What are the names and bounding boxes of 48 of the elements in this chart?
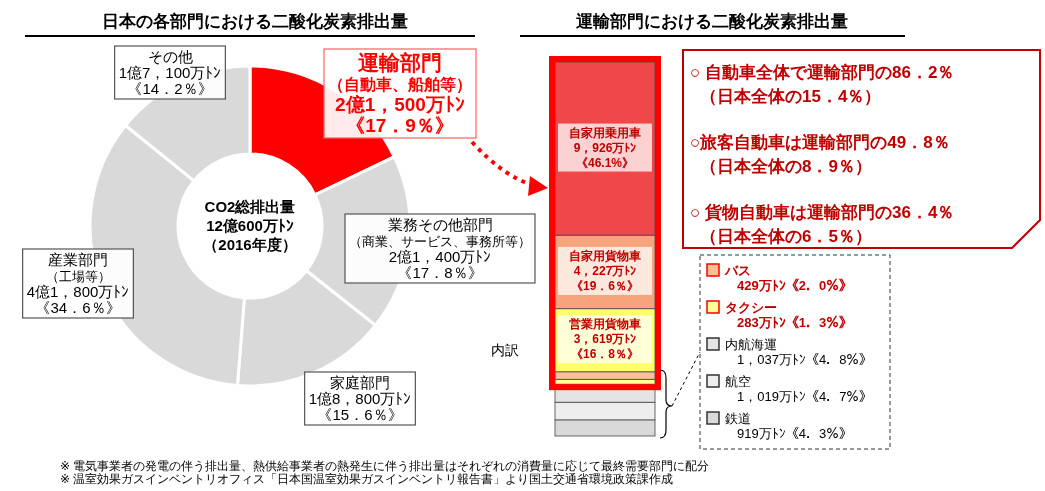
text: （日本全体の8．9％）: [700, 157, 872, 176]
legend-label: タクシー: [725, 300, 777, 315]
legend-label: 鉄道: [725, 411, 751, 426]
text: 1億8，800万ﾄﾝ: [308, 390, 412, 407]
data-label: 《15．6％》: [317, 406, 403, 423]
text: （日本全体の6．5％）: [700, 227, 872, 246]
text: 2億1，500万ﾄﾝ: [335, 94, 465, 115]
text: 運輸部門における二酸化炭素排出量: [575, 12, 848, 31]
text: 919万ﾄﾝ《4．3％》: [737, 426, 853, 441]
annotation: 4，227万ﾄﾝ: [573, 263, 637, 278]
legend-label: バス: [724, 263, 751, 278]
chart-title: 日本の各部門における二酸化炭素排出量: [102, 12, 408, 31]
text: 2億1，400万ﾄﾝ: [388, 248, 492, 265]
series-label: 営業用貨物車: [569, 317, 641, 332]
text: ○ 貨物自動車は運輸部門の36．4％: [690, 203, 955, 222]
data-label: 《46.1%》: [575, 155, 635, 170]
data-label: 《34．6％》: [35, 299, 121, 316]
text: 1，037万ﾄﾝ《4．8％》: [737, 352, 873, 367]
text: CO2総排出量: [204, 198, 296, 215]
text: （2016年度）: [203, 236, 297, 253]
y-axis-title: 内訳: [491, 342, 519, 358]
legend-label: 内航海運: [725, 337, 777, 352]
text: 1，019万ﾄﾝ《4．7％》: [737, 389, 873, 404]
text: （日本全体の15．4％）: [700, 87, 882, 106]
text: 429万ﾄﾝ《2．0％》: [737, 278, 853, 293]
slice-label: 運輸部門（自動車、船舶等）: [328, 51, 472, 94]
slice-label: 業務その他部門（商業、サービス、事務所等）: [349, 216, 531, 249]
data-label: 《14．2％》: [127, 80, 213, 97]
text: ※ 電気事業者の発電の伴う排出量、熱供給事業者の熱発生に伴う排出量はそれぞれの消費量に応じて最終需要部門に配分: [60, 459, 710, 473]
annotation: 3，619万ﾄﾝ: [573, 332, 637, 347]
text: 4億1，800万ﾄﾝ: [26, 283, 130, 300]
text: 1億7，100万ﾄﾝ: [118, 64, 222, 81]
slice-label: 産業部門（工場等）: [45, 251, 111, 284]
series-label: 自家用貨物車: [569, 248, 641, 263]
data-label: 《19．6％》: [570, 278, 640, 293]
text: 283万ﾄﾝ《1．3％》: [737, 315, 853, 330]
annotation: 9，926万ﾄﾝ: [573, 140, 637, 155]
slice-label: その他: [147, 48, 193, 65]
legend-label: 航空: [725, 374, 751, 389]
series-label: 自家用乗用車: [569, 125, 641, 140]
data-label: 《16．8％》: [570, 347, 640, 362]
data-label: 《17．9％》: [346, 115, 454, 136]
text: ○旅客自動車は運輸部門の49．8％: [690, 133, 950, 152]
slice-label: 家庭部門: [330, 374, 390, 391]
text: ○ 自動車全体で運輸部門の86．2％: [690, 63, 955, 82]
text: ※ 温室効果ガスインベントリオフィス「日本国温室効果ガスインベントリ報告書」より国土交通省環境政策課作成: [60, 472, 674, 486]
data-label: 《17．8％》: [397, 264, 483, 281]
text: 12億600万ﾄﾝ: [206, 217, 294, 234]
